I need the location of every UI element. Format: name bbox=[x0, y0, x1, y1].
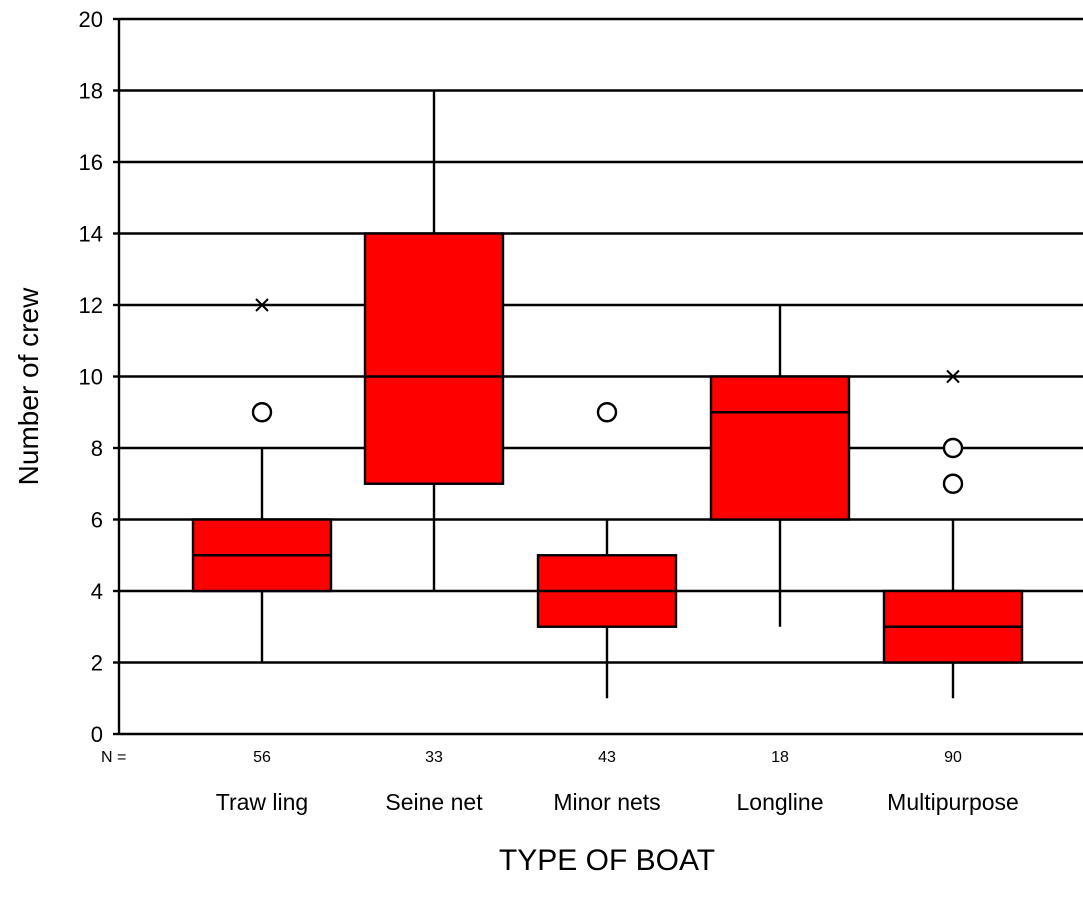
y-tick-label: 2 bbox=[91, 651, 103, 676]
x-tick-label: Traw ling bbox=[216, 789, 308, 815]
x-tick-label: Minor nets bbox=[553, 789, 660, 815]
y-tick-label: 10 bbox=[79, 365, 103, 390]
box-group-2 bbox=[536, 402, 678, 699]
extreme-point bbox=[255, 298, 269, 312]
y-tick-label: 12 bbox=[79, 293, 103, 318]
outlier-point bbox=[251, 402, 273, 423]
y-tick-label: 18 bbox=[79, 79, 103, 104]
y-tick-label: 14 bbox=[79, 222, 103, 247]
axis-labels: Number of crew TYPE OF BOAT N = 0 2 4 6 8 10 1… bbox=[13, 7, 1019, 877]
n-count-label: 43 bbox=[598, 749, 616, 766]
box-group-0 bbox=[191, 298, 333, 663]
box-iqr bbox=[363, 232, 505, 485]
y-axis-title: Number of crew bbox=[13, 287, 44, 485]
y-tick-label: 6 bbox=[91, 508, 103, 533]
n-prefix-label: N = bbox=[101, 749, 126, 766]
x-tick-label: Multipurpose bbox=[887, 789, 1019, 815]
box-series bbox=[191, 90, 1024, 699]
y-tick-label: 4 bbox=[91, 579, 103, 604]
y-tick-label: 0 bbox=[91, 722, 103, 747]
extreme-point bbox=[946, 369, 960, 384]
n-count-label: 56 bbox=[253, 749, 271, 766]
x-tick-label: Longline bbox=[737, 789, 824, 815]
y-tick-label: 16 bbox=[79, 150, 103, 175]
y-tick-label: 20 bbox=[79, 7, 103, 32]
n-count-label: 18 bbox=[771, 749, 789, 766]
box-group-1 bbox=[363, 90, 505, 591]
outlier-point bbox=[596, 402, 618, 423]
outlier-point bbox=[942, 437, 964, 459]
box-iqr bbox=[709, 375, 851, 521]
y-tick-label: 8 bbox=[91, 436, 103, 461]
x-tick-label: Seine net bbox=[385, 789, 483, 815]
box-group-3 bbox=[709, 305, 851, 627]
plot-frame bbox=[113, 17, 1083, 736]
x-axis-title: TYPE OF BOAT bbox=[499, 844, 715, 877]
n-count-label: 33 bbox=[425, 749, 443, 766]
outlier-point bbox=[942, 473, 964, 494]
box-group-4 bbox=[882, 369, 1024, 699]
n-count-label: 90 bbox=[944, 749, 962, 766]
